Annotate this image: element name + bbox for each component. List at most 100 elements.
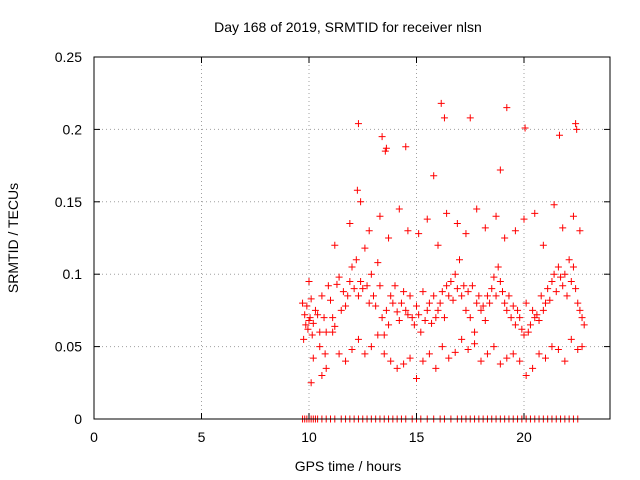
data-point	[490, 343, 498, 351]
data-point	[516, 314, 524, 322]
data-point	[542, 299, 549, 307]
data-point	[370, 292, 377, 300]
data-point	[305, 317, 313, 325]
y-tick-label: 0.1	[63, 266, 83, 282]
data-point	[565, 256, 573, 264]
data-point	[339, 288, 347, 296]
data-point	[460, 282, 468, 290]
data-point	[380, 350, 388, 358]
data-point	[301, 311, 309, 319]
data-point	[486, 299, 494, 307]
data-point	[359, 285, 367, 293]
data-point	[492, 292, 500, 300]
data-point	[428, 319, 436, 327]
data-point	[436, 299, 444, 307]
data-point	[342, 357, 350, 365]
data-point	[419, 288, 427, 296]
data-point	[559, 224, 567, 232]
data-point	[331, 241, 339, 249]
data-point	[535, 317, 543, 325]
data-point	[473, 205, 481, 213]
axis-ticks: 0 5 10 15 20 0 0.05 0.1 0.15 0.2 0.25	[55, 49, 610, 445]
data-point	[499, 288, 506, 296]
data-point	[477, 306, 485, 314]
data-point	[492, 212, 500, 220]
data-point	[393, 364, 401, 372]
data-point	[451, 270, 459, 278]
data-point	[473, 299, 481, 307]
data-point	[357, 277, 365, 285]
data-point	[503, 306, 511, 314]
data-point	[453, 285, 461, 293]
data-point	[316, 343, 324, 351]
data-point	[376, 212, 384, 220]
data-point	[404, 311, 412, 319]
data-point	[501, 299, 509, 307]
data-point	[451, 348, 459, 356]
data-point	[522, 372, 530, 380]
x-tick-label: 15	[409, 429, 425, 445]
data-point	[329, 314, 337, 322]
data-point	[303, 302, 311, 310]
data-point	[432, 314, 440, 322]
data-point	[458, 292, 466, 300]
data-point	[533, 311, 541, 319]
data-point	[376, 282, 384, 290]
data-points	[299, 99, 588, 423]
data-point	[367, 343, 375, 351]
data-point	[381, 147, 389, 155]
data-point	[552, 288, 560, 296]
data-point	[503, 104, 511, 112]
data-point	[385, 321, 393, 329]
data-point	[335, 273, 343, 281]
data-point	[320, 314, 328, 322]
data-point	[417, 328, 425, 336]
data-point	[479, 302, 487, 310]
data-point	[378, 133, 386, 141]
plot-frame	[93, 56, 611, 420]
data-point	[400, 288, 408, 296]
data-point	[415, 311, 423, 319]
y-tick-label: 0.2	[63, 121, 83, 137]
data-point	[342, 302, 350, 310]
data-point	[413, 302, 420, 310]
data-point	[316, 328, 324, 336]
data-point	[354, 120, 362, 128]
data-point	[438, 343, 446, 351]
data-point	[329, 328, 337, 336]
data-point	[318, 292, 326, 300]
data-point	[490, 273, 498, 281]
data-point	[550, 201, 558, 209]
data-point	[526, 321, 534, 329]
data-point	[483, 292, 491, 300]
data-point	[415, 230, 423, 238]
data-point	[314, 311, 322, 319]
data-point	[365, 227, 373, 235]
data-point	[335, 350, 343, 358]
data-point	[353, 186, 361, 194]
data-point	[423, 306, 431, 314]
data-point	[400, 360, 408, 368]
data-point	[393, 308, 401, 316]
data-point	[357, 198, 365, 206]
data-point	[443, 209, 451, 217]
data-point	[307, 379, 315, 387]
data-point	[311, 306, 319, 314]
data-point	[511, 321, 519, 329]
data-point	[578, 314, 586, 322]
data-point	[574, 299, 582, 307]
data-point	[578, 343, 586, 351]
data-point	[509, 302, 517, 310]
data-point	[302, 321, 310, 329]
data-point	[471, 328, 479, 336]
x-tick-label: 10	[301, 429, 317, 445]
data-point	[308, 331, 316, 339]
data-point	[567, 277, 575, 285]
data-point	[494, 263, 502, 271]
data-point	[404, 227, 412, 235]
data-point	[300, 335, 308, 343]
data-point	[546, 296, 554, 304]
data-point	[440, 114, 448, 122]
data-point	[397, 299, 405, 307]
data-point	[327, 296, 334, 304]
